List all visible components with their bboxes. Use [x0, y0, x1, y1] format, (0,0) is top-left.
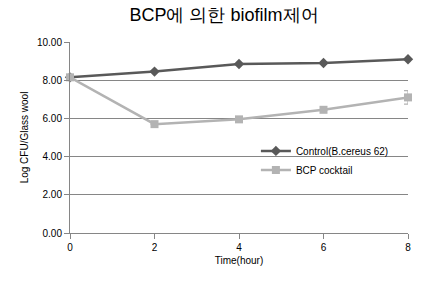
svg-text:10.00: 10.00 — [37, 37, 62, 48]
svg-text:Log CFU/Glass wool: Log CFU/Glass wool — [19, 92, 30, 184]
svg-text:6: 6 — [321, 242, 327, 253]
svg-text:4: 4 — [236, 242, 242, 253]
svg-text:0.00: 0.00 — [43, 228, 63, 239]
svg-text:8: 8 — [405, 242, 411, 253]
svg-text:BCP에 의한 biofilm제어: BCP에 의한 biofilm제어 — [129, 5, 318, 25]
svg-text:2: 2 — [152, 242, 158, 253]
svg-text:2.00: 2.00 — [43, 189, 63, 200]
svg-text:6.00: 6.00 — [43, 113, 63, 124]
svg-text:4.00: 4.00 — [43, 151, 63, 162]
svg-text:Time(hour): Time(hour) — [215, 255, 264, 266]
svg-text:BCP cocktail: BCP cocktail — [296, 165, 353, 176]
svg-text:0: 0 — [67, 242, 73, 253]
svg-text:8.00: 8.00 — [43, 75, 63, 86]
svg-text:Control(B.cereus 62): Control(B.cereus 62) — [296, 146, 388, 157]
